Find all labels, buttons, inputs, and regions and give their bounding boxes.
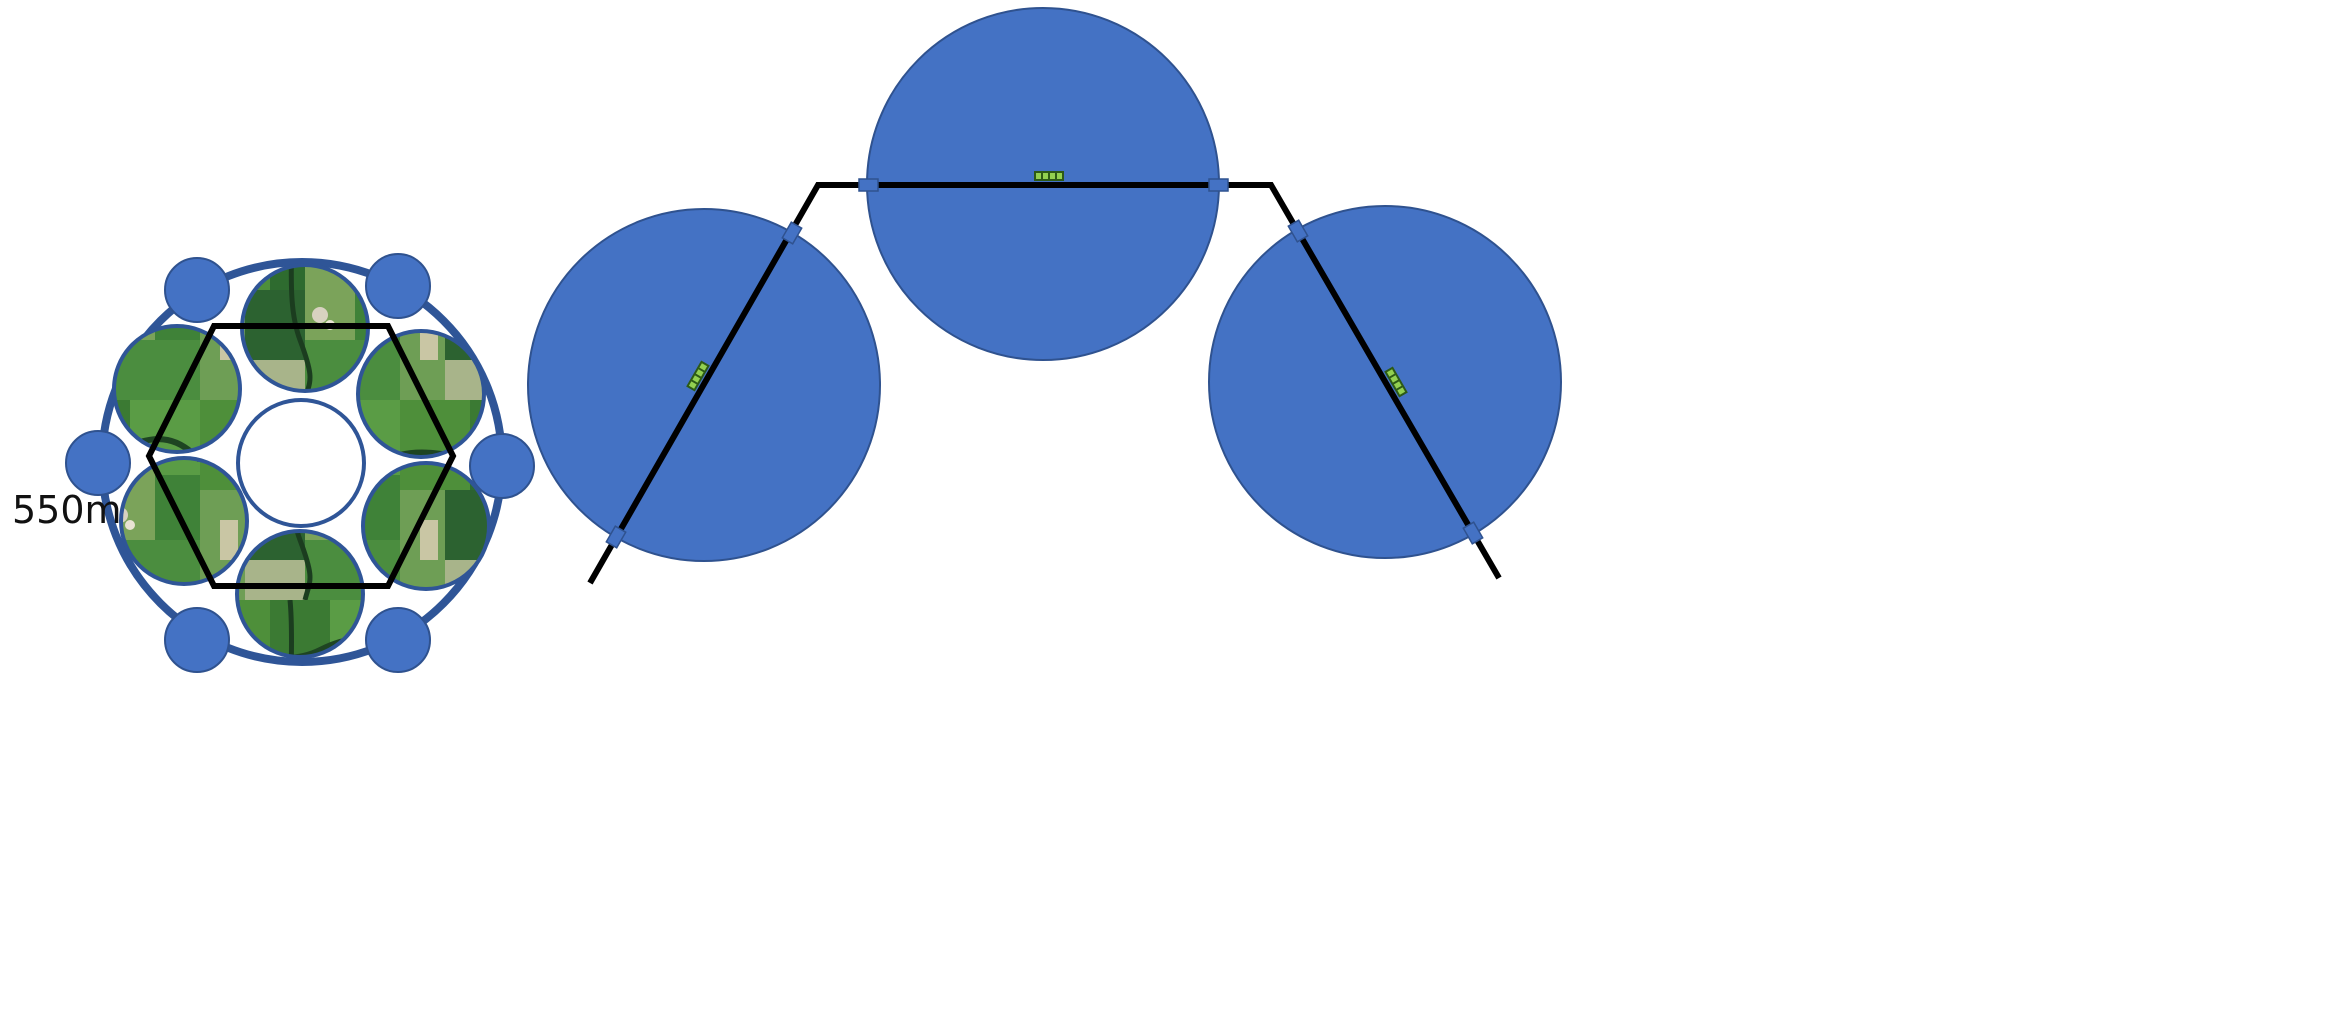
solar-panel-icon [1384,366,1408,398]
joint-block-icon [605,525,627,549]
satellite-disc [469,433,535,499]
solar-panel-icon [686,360,710,392]
linked-pivot-rig [527,7,1562,585]
satellite-disc [65,430,131,496]
dimension-label: 550m [12,488,122,532]
joint-block-icon [781,221,803,245]
satellite-disc [164,607,230,673]
hexagon-track [145,323,457,589]
solar-panel-icon [1034,171,1064,181]
joint-block-icon [858,178,879,192]
aerial-field-icon [112,324,242,454]
joint-block-icon [1287,219,1309,243]
joint-block-icon [1462,521,1484,545]
aerial-field-icon [235,529,365,659]
aerial-field-icon [361,461,491,591]
satellite-disc [164,257,230,323]
center-empty-circle [236,398,366,528]
rail-track [587,182,1502,585]
satellite-disc [365,607,431,673]
cluster-group [65,253,535,673]
satellite-disc [365,253,431,319]
joint-block-icon [1208,178,1229,192]
